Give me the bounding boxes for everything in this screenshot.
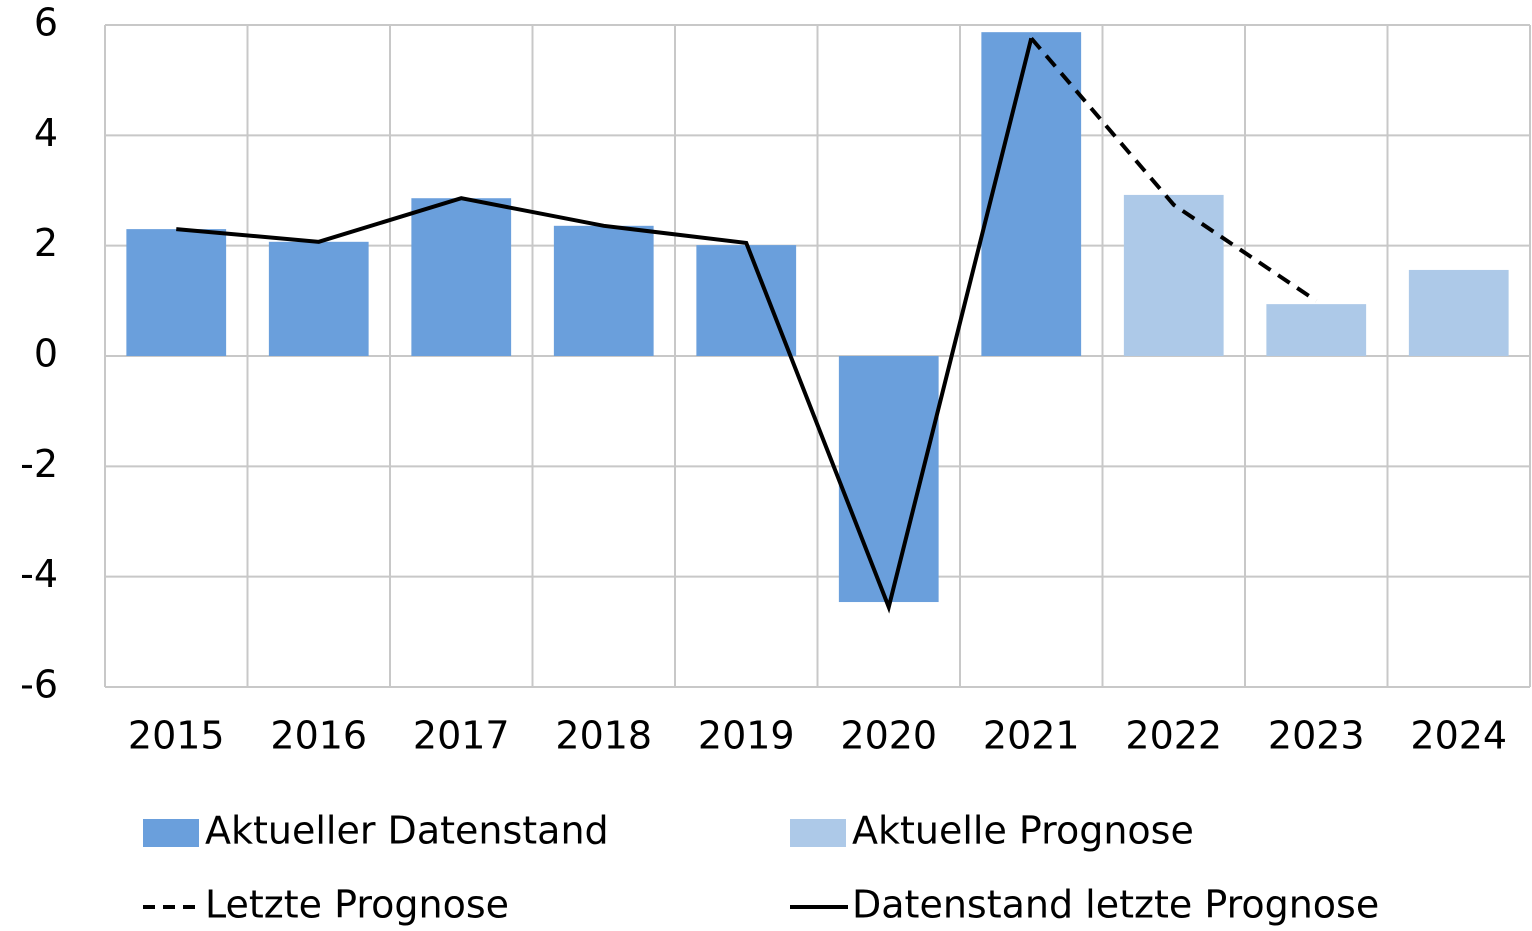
x-tick-label: 2020 (840, 714, 937, 758)
y-tick-label: 6 (34, 1, 58, 45)
x-tick-label: 2017 (413, 714, 510, 758)
x-tick-label: 2016 (270, 714, 367, 758)
x-tick-label: 2021 (983, 714, 1080, 758)
bar (268, 241, 369, 356)
line (1029, 36, 1318, 303)
bar (411, 198, 512, 356)
y-tick-label: 4 (34, 111, 58, 155)
x-tick-label: 2024 (1410, 714, 1507, 758)
y-tick-label: 2 (34, 221, 58, 265)
x-tick-label: 2019 (698, 714, 795, 758)
bar (1408, 269, 1509, 356)
x-tick-label: 2023 (1268, 714, 1365, 758)
legend-swatch (790, 819, 846, 847)
legend-label: Aktueller Datenstand (205, 809, 609, 853)
bar (1123, 194, 1224, 356)
legend-label: Letzte Prognose (205, 883, 509, 927)
x-tick-label: 2022 (1125, 714, 1222, 758)
y-tick-label: -6 (20, 663, 58, 707)
line (176, 37, 1034, 614)
legend-swatch (143, 819, 199, 847)
bar (696, 245, 797, 356)
y-tick-label: -2 (20, 442, 58, 486)
x-tick-label: 2015 (128, 714, 225, 758)
bar (981, 32, 1082, 357)
legend-label: Datenstand letzte Prognose (852, 883, 1379, 927)
bar (126, 229, 227, 356)
legend-label: Aktuelle Prognose (852, 809, 1194, 853)
y-tick-label: -4 (20, 552, 58, 596)
bar (838, 356, 939, 603)
bar (1266, 304, 1367, 356)
x-tick-label: 2018 (555, 714, 652, 758)
bar (553, 225, 654, 356)
y-tick-label: 0 (34, 332, 58, 376)
